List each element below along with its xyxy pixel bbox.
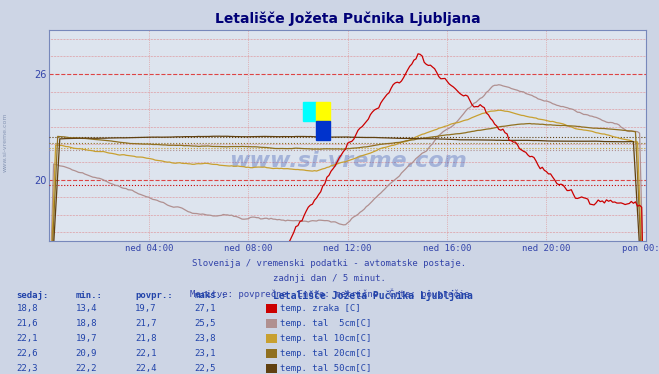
Text: Meritve: povprečne  Enote: metrične  Črta: povprečje: Meritve: povprečne Enote: metrične Črta:… bbox=[190, 288, 469, 299]
Text: www.si-vreme.com: www.si-vreme.com bbox=[229, 151, 467, 171]
Bar bbox=[316, 121, 330, 140]
Text: 23,1: 23,1 bbox=[194, 349, 216, 358]
Bar bbox=[303, 102, 316, 121]
Bar bbox=[316, 102, 330, 121]
Text: Letališče Jožeta Pučnika Ljubljana: Letališče Jožeta Pučnika Ljubljana bbox=[273, 290, 473, 301]
Text: temp. zraka [C]: temp. zraka [C] bbox=[280, 304, 360, 313]
Text: 20,9: 20,9 bbox=[76, 349, 98, 358]
Text: 21,6: 21,6 bbox=[16, 319, 38, 328]
Text: temp. tal  5cm[C]: temp. tal 5cm[C] bbox=[280, 319, 372, 328]
Text: temp. tal 10cm[C]: temp. tal 10cm[C] bbox=[280, 334, 372, 343]
Text: 22,3: 22,3 bbox=[16, 364, 38, 373]
Text: povpr.:: povpr.: bbox=[135, 291, 173, 300]
Text: zadnji dan / 5 minut.: zadnji dan / 5 minut. bbox=[273, 274, 386, 283]
Text: www.si-vreme.com: www.si-vreme.com bbox=[3, 112, 8, 172]
Text: 13,4: 13,4 bbox=[76, 304, 98, 313]
Text: 22,4: 22,4 bbox=[135, 364, 157, 373]
Text: maks.:: maks.: bbox=[194, 291, 227, 300]
Text: temp. tal 20cm[C]: temp. tal 20cm[C] bbox=[280, 349, 372, 358]
Text: sedaj:: sedaj: bbox=[16, 291, 49, 300]
Text: 23,8: 23,8 bbox=[194, 334, 216, 343]
Text: temp. tal 50cm[C]: temp. tal 50cm[C] bbox=[280, 364, 372, 373]
Text: 22,2: 22,2 bbox=[76, 364, 98, 373]
Text: 21,7: 21,7 bbox=[135, 319, 157, 328]
Text: 22,5: 22,5 bbox=[194, 364, 216, 373]
Text: 22,1: 22,1 bbox=[135, 349, 157, 358]
Title: Letališče Jožeta Pučnika Ljubljana: Letališče Jožeta Pučnika Ljubljana bbox=[215, 12, 480, 26]
Text: 19,7: 19,7 bbox=[135, 304, 157, 313]
Text: 21,8: 21,8 bbox=[135, 334, 157, 343]
Text: Slovenija / vremenski podatki - avtomatske postaje.: Slovenija / vremenski podatki - avtomats… bbox=[192, 259, 467, 268]
Text: 22,6: 22,6 bbox=[16, 349, 38, 358]
Text: min.:: min.: bbox=[76, 291, 103, 300]
Text: 22,1: 22,1 bbox=[16, 334, 38, 343]
Text: 27,1: 27,1 bbox=[194, 304, 216, 313]
Text: 18,8: 18,8 bbox=[76, 319, 98, 328]
Text: 18,8: 18,8 bbox=[16, 304, 38, 313]
Text: 25,5: 25,5 bbox=[194, 319, 216, 328]
Text: 19,7: 19,7 bbox=[76, 334, 98, 343]
